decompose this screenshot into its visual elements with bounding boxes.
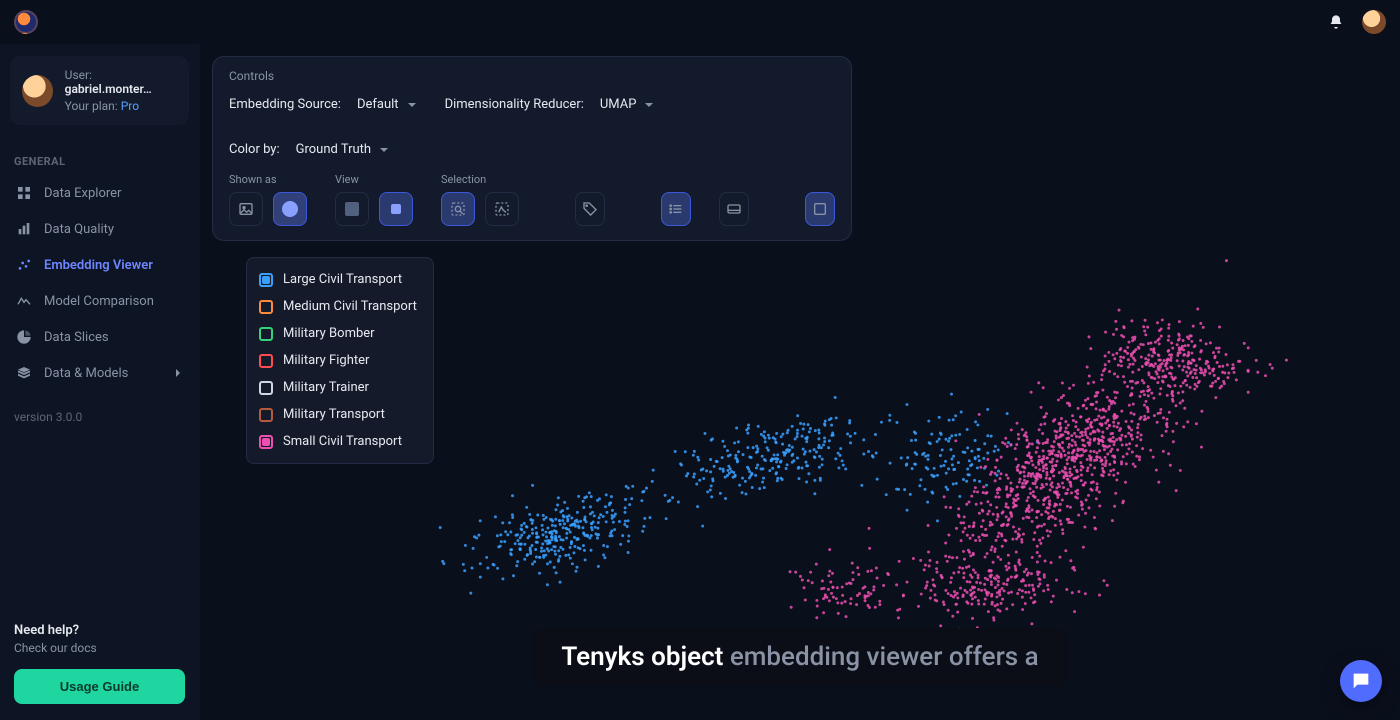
caption-bright: Tenyks object [561,642,730,672]
selection-label: Selection [441,173,519,186]
user-card-avatar [22,75,53,107]
color-by-label: Color by: [229,142,280,157]
sidebar-item-data-quality[interactable]: Data Quality [6,212,193,246]
chevron-right-icon [173,368,183,378]
dim-reducer-group: Dimensionality Reducer: UMAP [445,93,661,116]
point-icon [282,201,298,217]
chat-icon [1350,670,1372,692]
shown-as-label: Shown as [229,173,307,186]
user-card-lines: User: gabriel.monter… Your plan: Pro [65,68,177,113]
square-small-icon [391,204,401,214]
legend-item-label: Small Civil Transport [283,434,402,449]
app-logo[interactable] [14,10,38,34]
legend-item[interactable]: Military Bomber [257,320,419,347]
card-icon [726,201,742,217]
legend-item[interactable]: Medium Civil Transport [257,293,419,320]
legend-item[interactable]: Military Trainer [257,374,419,401]
topbar-right [1328,10,1386,34]
caption-bar: Tenyks object embedding viewer offers a [531,628,1068,686]
legend-item-label: Medium Civil Transport [283,299,417,314]
bars-icon [16,221,32,237]
legend-checkbox[interactable] [259,300,273,314]
sidebar-bottom: Need help? Check our docs Usage Guide [0,611,199,720]
sidebar-item-label: Data & Models [44,366,128,381]
legend-checkbox[interactable] [259,435,273,449]
legend-item[interactable]: Military Fighter [257,347,419,374]
pie-icon [16,329,32,345]
sidebar-item-data-slices[interactable]: Data Slices [6,320,193,354]
legend-item-label: Large Civil Transport [283,272,402,287]
chat-bubble[interactable] [1340,660,1382,702]
user-avatar[interactable] [1362,10,1386,34]
embedding-source-value: Default [357,97,399,112]
zoom-select-icon [450,201,466,217]
dim-reducer-value: UMAP [600,97,637,112]
embedding-source-dropdown[interactable]: Default [351,93,423,116]
sidebar: User: gabriel.monter… Your plan: Pro GEN… [0,44,200,720]
controls-panel: Controls Embedding Source: Default Dimen… [212,56,852,241]
list-icon [668,201,684,217]
legend-item-label: Military Fighter [283,353,369,368]
color-by-value: Ground Truth [296,142,371,157]
compare-icon [16,293,32,309]
legend: Large Civil Transport Medium Civil Transp… [246,257,434,464]
expand-icon [812,201,828,217]
legend-checkbox[interactable] [259,354,273,368]
plan-label: Your plan: [65,99,118,113]
dim-reducer-dropdown[interactable]: UMAP [594,93,661,116]
legend-checkbox[interactable] [259,273,273,287]
sidebar-item-data-models[interactable]: Data & Models [6,356,193,390]
controls-title: Controls [229,69,835,83]
color-by-group: Color by: Ground Truth [229,138,395,161]
view-label: View [335,173,413,186]
user-label: User: [65,68,92,82]
sidebar-item-data-explorer[interactable]: Data Explorer [6,176,193,210]
dim-reducer-label: Dimensionality Reducer: [445,97,584,112]
sidebar-item-label: Data Quality [44,222,114,237]
main: Controls Embedding Source: Default Dimen… [200,44,1400,720]
user-name: gabriel.monter… [65,82,152,96]
plan-value: Pro [121,99,139,113]
stack-icon [16,365,32,381]
topbar [0,0,1400,44]
color-by-dropdown[interactable]: Ground Truth [290,138,395,161]
legend-checkbox[interactable] [259,327,273,341]
legend-item-label: Military Trainer [283,380,369,395]
caption-dim: embedding viewer offers a [730,642,1039,672]
sidebar-section-label: GENERAL [14,155,185,168]
chevron-down-icon [644,100,654,110]
version-text: version 3.0.0 [14,410,185,424]
sidebar-item-embedding-viewer[interactable]: Embedding Viewer [6,248,193,282]
sidebar-item-label: Model Comparison [44,294,154,309]
embedding-source-label: Embedding Source: [229,97,341,112]
scatter-icon [16,257,32,273]
tag-icon [582,201,598,217]
sidebar-item-model-comparison[interactable]: Model Comparison [6,284,193,318]
lasso-select-icon [494,201,510,217]
sidebar-item-label: Embedding Viewer [44,258,153,273]
sidebar-nav: Data Explorer Data Quality Embedding Viewe… [0,174,199,392]
help-subtitle[interactable]: Check our docs [14,641,185,655]
legend-item[interactable]: Large Civil Transport [257,266,419,293]
sidebar-item-label: Data Slices [44,330,109,345]
legend-checkbox[interactable] [259,408,273,422]
image-icon [238,201,254,217]
embedding-viewer-canvas[interactable]: Large Civil Transport Medium Civil Transp… [212,219,1388,708]
legend-item-label: Military Bomber [283,326,375,341]
grid-icon [16,185,32,201]
sidebar-item-label: Data Explorer [44,186,121,201]
chevron-down-icon [379,145,389,155]
controls-row-1: Embedding Source: Default Dimensionality… [229,93,835,161]
square-medium-icon [345,202,359,216]
usage-guide-button[interactable]: Usage Guide [14,669,185,704]
legend-checkbox[interactable] [259,381,273,395]
notifications-icon[interactable] [1328,14,1344,30]
user-card[interactable]: User: gabriel.monter… Your plan: Pro [10,56,189,125]
help-title: Need help? [14,623,185,638]
chevron-down-icon [407,100,417,110]
legend-item[interactable]: Small Civil Transport [257,428,419,455]
legend-item[interactable]: Military Transport [257,401,419,428]
legend-item-label: Military Transport [283,407,385,422]
embedding-source-group: Embedding Source: Default [229,93,423,116]
